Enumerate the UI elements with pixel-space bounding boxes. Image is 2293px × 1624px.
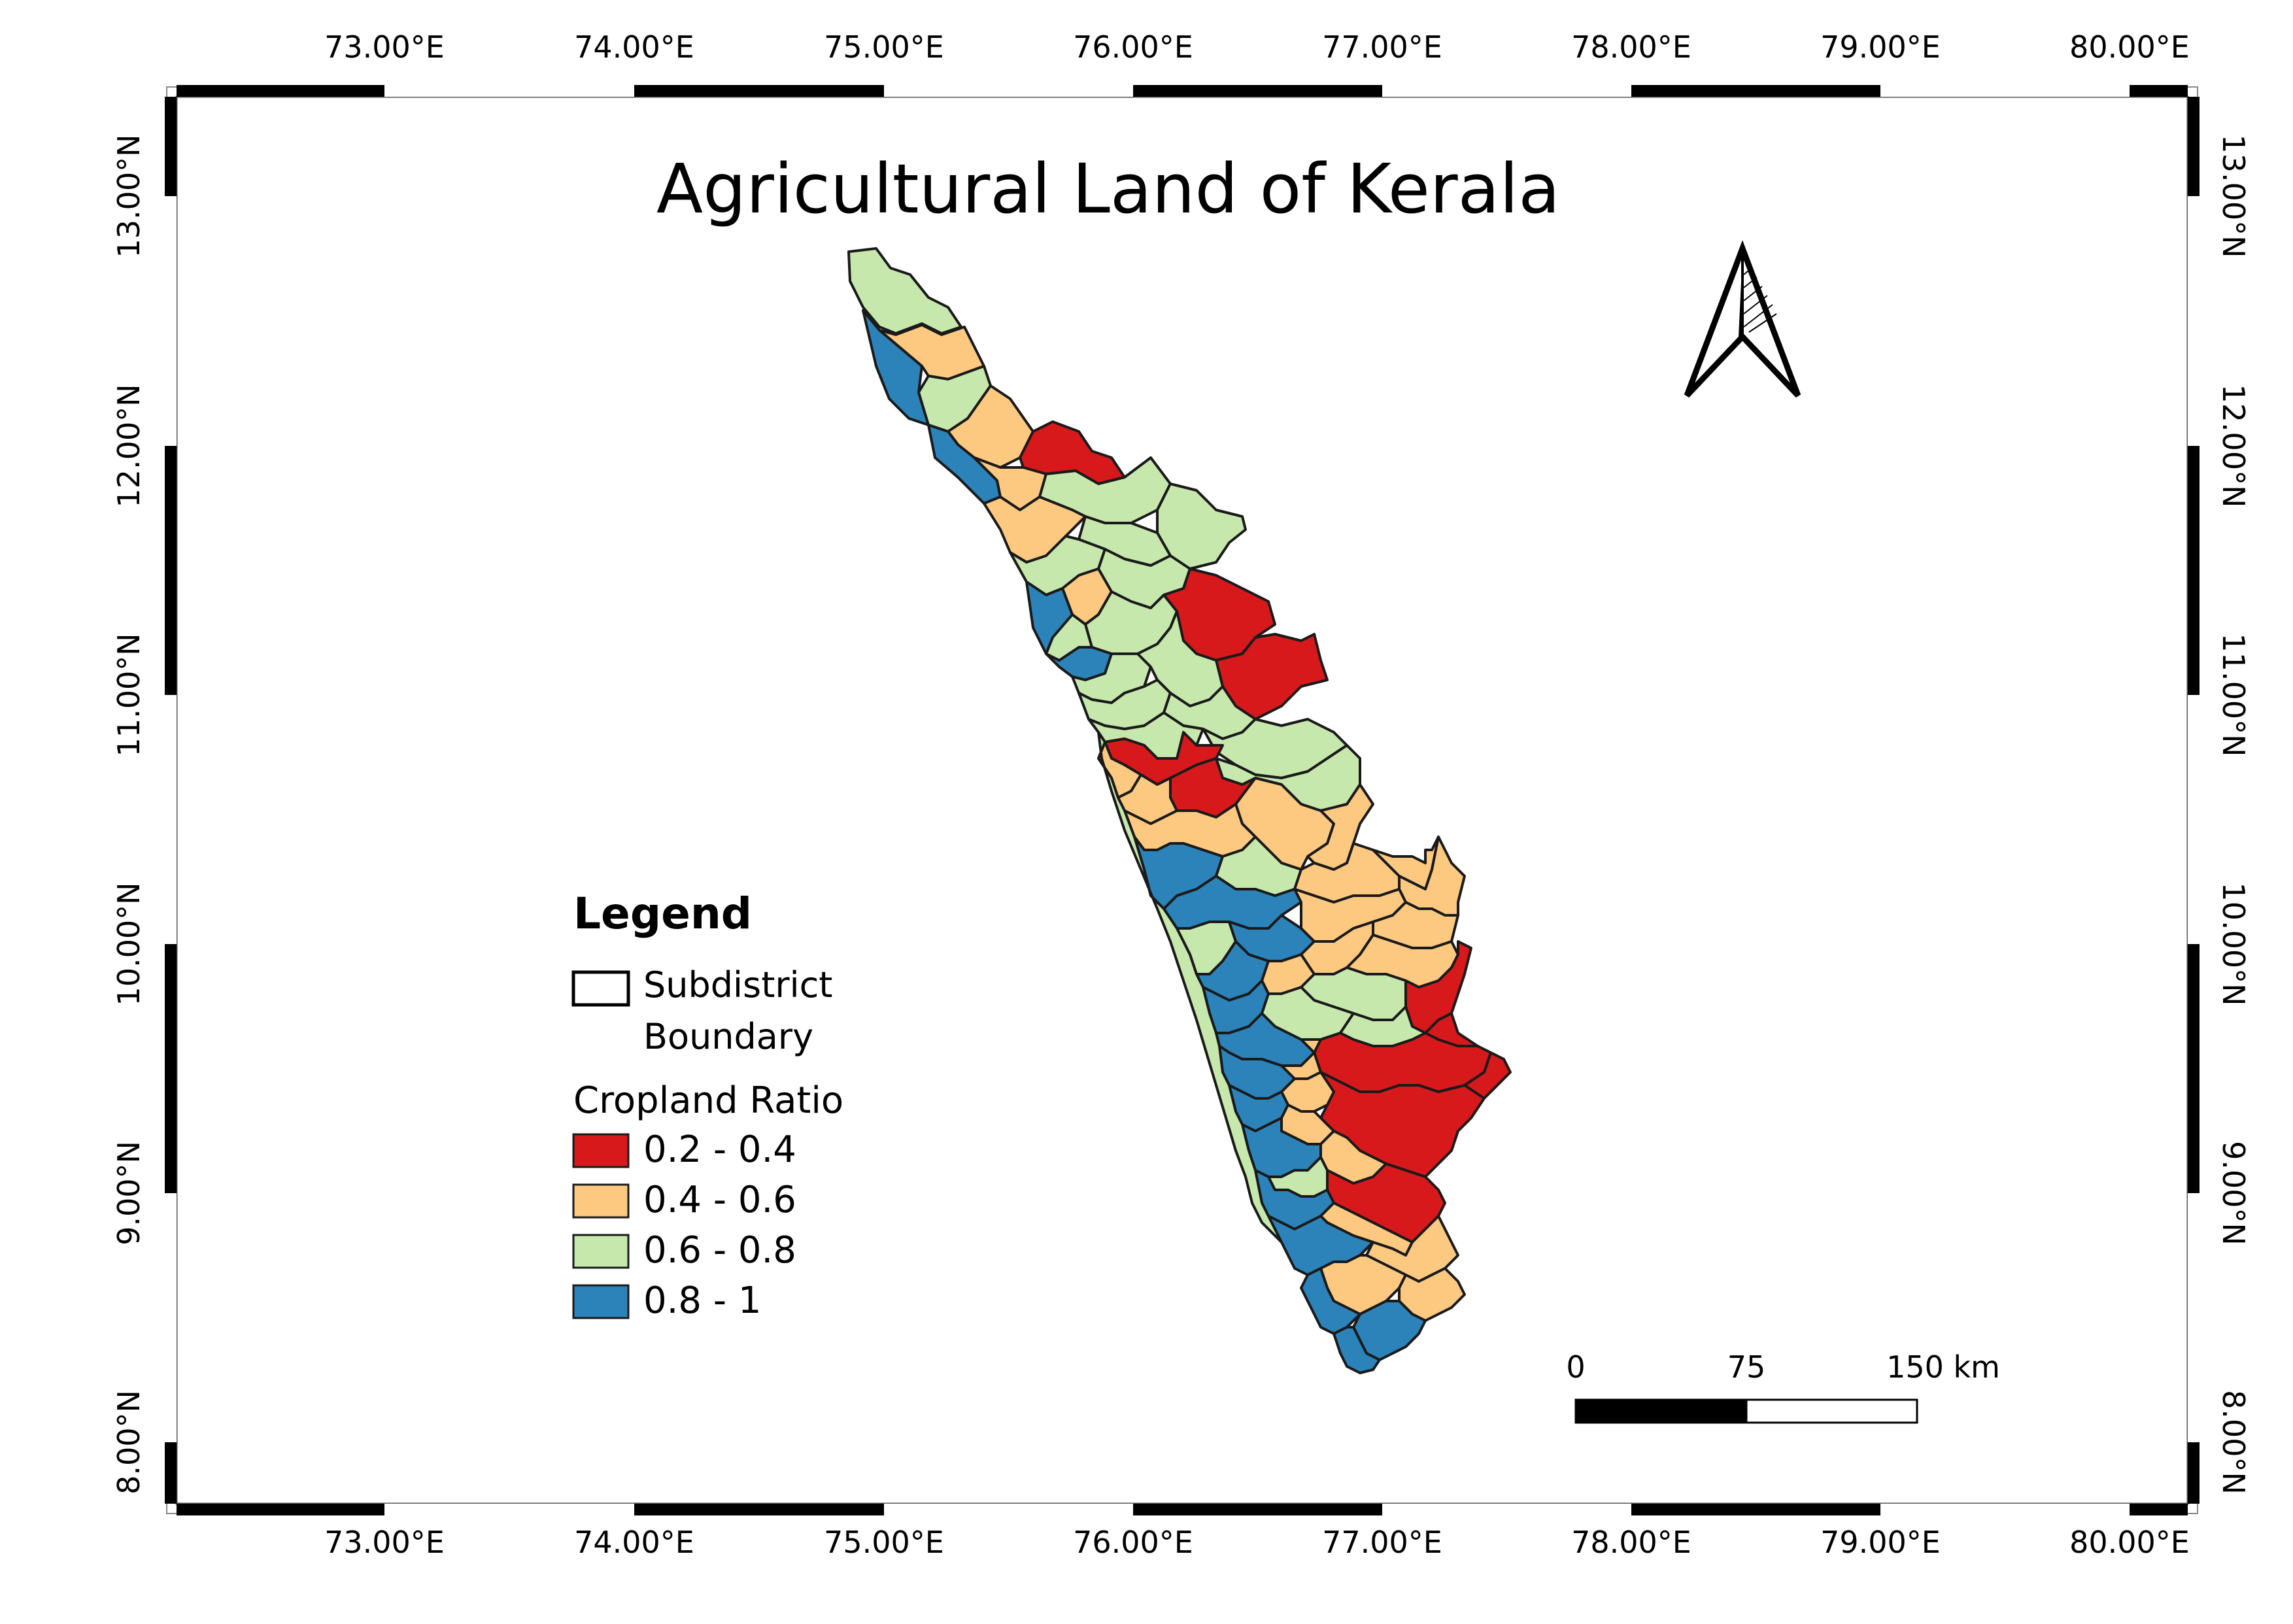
lat-label: 10.00°N <box>2216 882 2251 1006</box>
graticule-bar <box>1631 85 1880 97</box>
lon-label: 80.00°E <box>2069 29 2190 65</box>
graticule-bar <box>165 1442 177 1504</box>
lon-label: 76.00°E <box>1073 29 1193 65</box>
scale-segment-black <box>1574 1398 1748 1424</box>
lat-label: 11.00°N <box>111 633 146 756</box>
scale-label-0: 0 <box>1566 1349 1585 1385</box>
graticule-bar <box>165 196 177 446</box>
graticule-bar <box>1382 1504 1631 1515</box>
longitude-labels-top: 73.00°E 74.00°E 75.00°E 76.00°E 77.00°E … <box>324 29 2190 65</box>
graticule-bar <box>2188 446 2200 695</box>
latitude-labels-left: 13.00°N 12.00°N 11.00°N 10.00°N 9.00°N 8… <box>111 134 146 1494</box>
graticule-bar <box>634 1504 884 1515</box>
graticule-bar <box>2130 85 2188 97</box>
map-title: Agricultural Land of Kerala <box>656 149 1560 229</box>
graticule-bar <box>384 1504 634 1515</box>
scale-label-75: 75 <box>1727 1349 1766 1385</box>
lat-label: 12.00°N <box>2216 384 2251 507</box>
graticule-bar <box>2188 1193 2200 1442</box>
legend-boundary-label: Subdistrict <box>643 964 832 1006</box>
subdistrict-region <box>1267 1215 1374 1276</box>
lon-label: 80.00°E <box>2069 1525 2190 1560</box>
north-arrow-icon <box>1684 240 1801 398</box>
graticule-bar <box>1880 1504 2130 1515</box>
lat-label: 9.00°N <box>2216 1141 2251 1245</box>
graticule-bar <box>884 85 1133 97</box>
subdistrict-region <box>1045 613 1093 662</box>
legend-class-label-2: 0.6 - 0.8 <box>643 1229 796 1272</box>
graticule-border <box>165 85 2200 1515</box>
lon-label: 75.00°E <box>824 1525 944 1560</box>
graticule-bar <box>2188 196 2200 446</box>
scale-segment-white <box>1745 1398 1918 1424</box>
graticule-bar <box>177 85 384 97</box>
graticule-bar <box>1631 1504 1880 1515</box>
lat-label: 13.00°N <box>2216 134 2251 258</box>
kerala-subdistrict-map <box>847 247 1512 1374</box>
graticule-bar <box>634 85 884 97</box>
legend-swatch-2 <box>572 1234 630 1269</box>
legend: Legend Subdistrict Boundary Cropland Rat… <box>571 888 843 1322</box>
graticule-bar <box>177 1504 384 1515</box>
graticule-bar <box>2130 1504 2188 1515</box>
graticule-bar <box>884 1504 1133 1515</box>
lon-label: 74.00°E <box>574 29 694 65</box>
lon-label: 79.00°E <box>1820 1525 1941 1560</box>
scale-bar: 0 75 150 km <box>1566 1349 2000 1424</box>
subdistrict-region <box>1424 1012 1479 1047</box>
graticule-bar <box>2188 97 2200 196</box>
lon-label: 73.00°E <box>324 1525 445 1560</box>
lat-label: 12.00°N <box>111 384 146 507</box>
lon-label: 73.00°E <box>324 29 445 65</box>
subdistrict-region <box>1463 1051 1512 1100</box>
legend-boundary-swatch <box>571 970 630 1007</box>
lon-label: 79.00°E <box>1820 29 1941 65</box>
legend-title: Legend <box>573 888 752 939</box>
graticule-bar <box>1382 85 1631 97</box>
graticule-bar <box>2188 695 2200 944</box>
lat-label: 8.00°N <box>2216 1390 2251 1495</box>
lat-label: 11.00°N <box>2216 633 2251 756</box>
legend-class-label-0: 0.2 - 0.4 <box>643 1128 796 1171</box>
subdistrict-region <box>1333 1326 1381 1374</box>
latitude-labels-right: 13.00°N 12.00°N 11.00°N 10.00°N 9.00°N 8… <box>2216 134 2251 1494</box>
legend-class-label-3: 0.8 - 1 <box>643 1279 762 1322</box>
graticule-bar <box>1880 85 2130 97</box>
lat-label: 10.00°N <box>111 882 146 1006</box>
lon-label: 78.00°E <box>1571 1525 1691 1560</box>
graticule-bar <box>165 97 177 196</box>
graticule-bar <box>1133 85 1382 97</box>
graticule-bar <box>384 85 634 97</box>
graticule-bar <box>165 695 177 944</box>
lon-label: 78.00°E <box>1571 29 1691 65</box>
lat-label: 13.00°N <box>111 134 146 258</box>
legend-swatch-1 <box>572 1183 630 1219</box>
legend-class-label-1: 0.4 - 0.6 <box>643 1179 796 1221</box>
graticule-bar <box>1133 1504 1382 1515</box>
lat-label: 8.00°N <box>111 1390 146 1495</box>
legend-swatch-3 <box>572 1284 630 1319</box>
subdistrict-region <box>878 324 985 381</box>
subdistrict-region <box>983 496 1087 564</box>
graticule-bar <box>165 1193 177 1442</box>
longitude-labels-bottom: 73.00°E 74.00°E 75.00°E 76.00°E 77.00°E … <box>324 1525 2190 1560</box>
lon-label: 77.00°E <box>1322 29 1442 65</box>
scale-label-150: 150 km <box>1886 1349 2000 1385</box>
legend-boundary-label-2: Boundary <box>643 1016 813 1057</box>
lon-label: 74.00°E <box>574 1525 694 1560</box>
legend-swatch-0 <box>572 1133 630 1168</box>
graticule-bar <box>2188 944 2200 1193</box>
graticule-bar <box>165 446 177 695</box>
lon-label: 76.00°E <box>1073 1525 1193 1560</box>
subdistrict-region <box>1097 731 1283 1243</box>
lat-label: 9.00°N <box>111 1141 146 1245</box>
lon-label: 75.00°E <box>824 29 944 65</box>
graticule-bar <box>2188 1442 2200 1504</box>
graticule-bar <box>165 944 177 1193</box>
legend-ratio-title: Cropland Ratio <box>573 1079 843 1122</box>
lon-label: 77.00°E <box>1322 1525 1442 1560</box>
